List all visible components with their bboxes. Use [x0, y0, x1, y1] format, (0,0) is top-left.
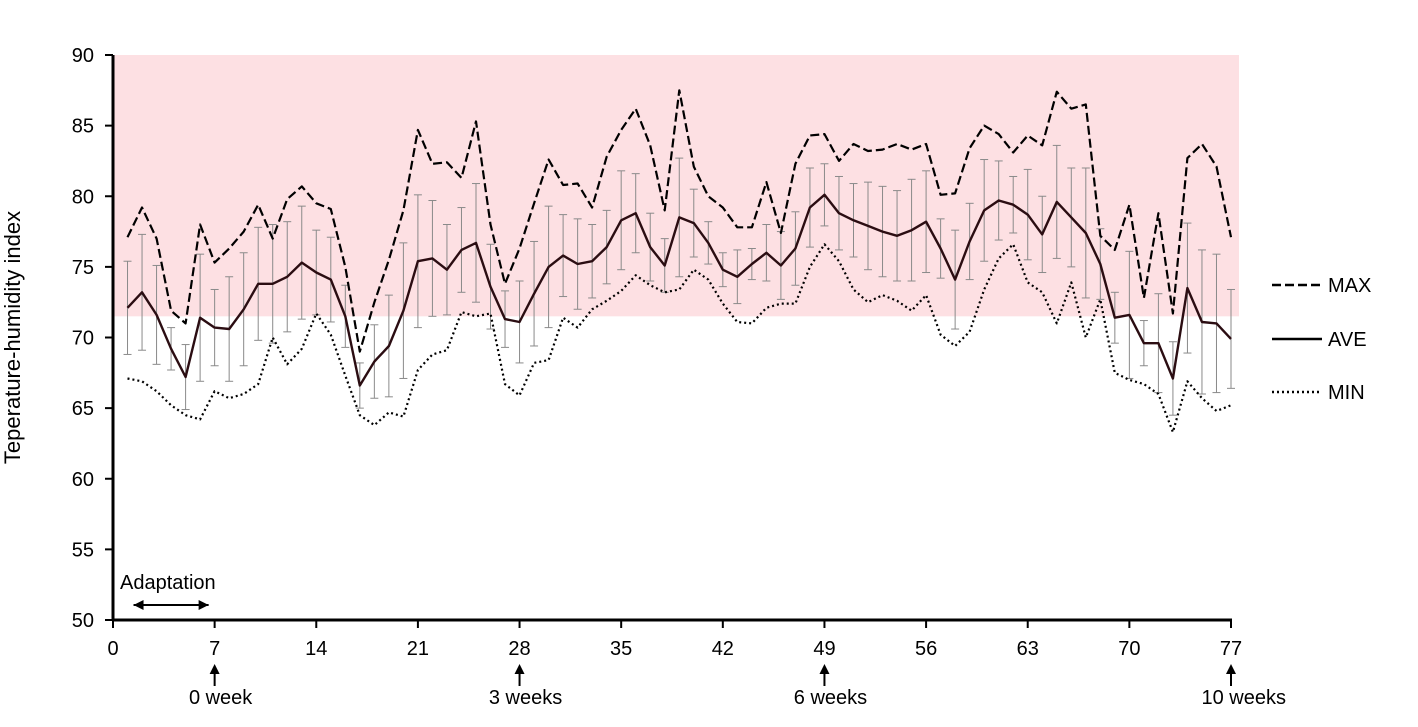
- y-tick-label: 70: [72, 328, 94, 350]
- series-line-ave: [126, 193, 1232, 387]
- tick-labels: 50 55 60 65 70 75 80 85 90 0 7 14 21 28 35 42 49 56 63 70 77: [72, 45, 1242, 660]
- x-tick-label: 21: [407, 638, 429, 660]
- x-tick-label: 56: [915, 638, 937, 660]
- annotations: Adaptation 0 week 3 weeks 6 weeks 10 weeks: [120, 572, 1286, 709]
- adaptation-arrow-head-left: [133, 600, 144, 610]
- y-tick-label: 55: [72, 539, 94, 561]
- x-tick-label: 70: [1118, 638, 1140, 660]
- series-line-min: [127, 243, 1232, 434]
- series-line-max: [126, 89, 1233, 353]
- week-label: 6 weeks: [794, 687, 867, 709]
- adaptation-label: Adaptation: [120, 572, 216, 594]
- legend-label-ave: AVE: [1328, 329, 1367, 351]
- week-arrow-head: [1226, 664, 1236, 674]
- legend-label-max: MAX: [1328, 275, 1371, 297]
- x-tick-label: 28: [508, 638, 530, 660]
- week-label: 10 weeks: [1202, 687, 1287, 709]
- y-tick-label: 75: [72, 257, 94, 279]
- y-tick-label: 90: [72, 45, 94, 67]
- axes: [105, 54, 1232, 628]
- week-label: 0 week: [189, 687, 253, 709]
- y-tick-label: 65: [72, 398, 94, 420]
- x-tick-label: 14: [305, 638, 327, 660]
- x-tick-label: 77: [1220, 638, 1242, 660]
- x-tick-label: 63: [1017, 638, 1039, 660]
- week-arrow-head: [514, 664, 525, 674]
- y-tick-label: 60: [72, 469, 94, 491]
- y-tick-label: 50: [72, 610, 94, 632]
- week-label: 3 weeks: [489, 687, 562, 709]
- x-tick-label: 7: [209, 638, 220, 660]
- y-tick-label: 80: [72, 186, 94, 208]
- y-axis-label: Teperature-humidity index: [0, 211, 25, 464]
- y-tick-label: 85: [72, 116, 94, 138]
- week-arrow-head: [209, 664, 220, 674]
- x-tick-label: 0: [107, 638, 118, 660]
- legend-label-min: MIN: [1328, 382, 1365, 404]
- x-tick-label: 35: [610, 638, 632, 660]
- x-tick-label: 42: [712, 638, 734, 660]
- x-tick-label: 49: [813, 638, 835, 660]
- legend: MAX AVE MIN: [1272, 275, 1371, 404]
- week-arrow-head: [819, 664, 830, 674]
- shaded-band: [113, 55, 1239, 317]
- series-lines: [126, 89, 1233, 434]
- adaptation-arrow-head-right: [198, 600, 209, 610]
